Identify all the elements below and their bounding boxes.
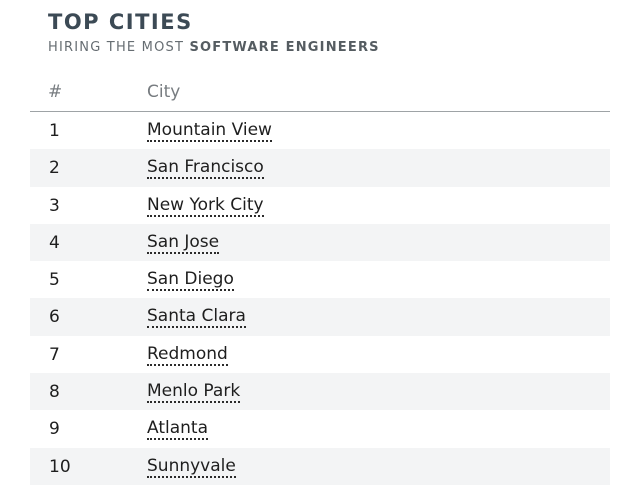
table-row: 10 Sunnyvale	[30, 447, 610, 485]
table-row: 4 San Jose	[30, 223, 610, 262]
city-link[interactable]: Mountain View	[147, 120, 272, 142]
table-row: 1 Mountain View	[30, 112, 610, 149]
table-row: 8 Menlo Park	[30, 373, 610, 411]
city-link[interactable]: Redmond	[147, 343, 228, 366]
subtitle-prefix: HIRING THE MOST	[48, 40, 190, 55]
table-row: 5 San Diego	[30, 261, 610, 298]
rank-cell: 7	[49, 344, 60, 365]
city-link[interactable]: Santa Clara	[147, 306, 246, 329]
table-row: 9 Atlanta	[30, 410, 610, 447]
rank-cell: 2	[49, 158, 60, 179]
table-row: 6 Santa Clara	[30, 298, 610, 336]
city-link[interactable]: Menlo Park	[147, 381, 241, 404]
city-link[interactable]: Sunnyvale	[147, 455, 236, 478]
rank-cell: 6	[49, 307, 60, 328]
subtitle-emphasis: SOFTWARE ENGINEERS	[189, 40, 380, 55]
page-subtitle: HIRING THE MOST SOFTWARE ENGINEERS	[48, 39, 380, 57]
rank-cell: 5	[49, 270, 60, 291]
page-title: TOP CITIES	[48, 10, 193, 34]
city-link[interactable]: San Francisco	[147, 157, 264, 180]
rank-cell: 8	[49, 382, 60, 403]
rank-cell: 1	[49, 121, 60, 141]
top-cities-table: # City 1 Mountain View 2 San Francisco 3…	[30, 74, 610, 485]
table-header-row: # City	[30, 74, 610, 112]
rank-cell: 3	[49, 195, 60, 216]
table-row: 2 San Francisco	[30, 149, 610, 187]
column-header-rank: #	[48, 82, 63, 102]
rank-cell: 4	[49, 232, 60, 253]
column-header-city: City	[147, 82, 181, 102]
table-row: 7 Redmond	[30, 336, 610, 373]
city-link[interactable]: New York City	[147, 194, 264, 217]
city-link[interactable]: San Diego	[147, 269, 234, 292]
rank-cell: 9	[49, 419, 60, 440]
city-link[interactable]: Atlanta	[147, 418, 208, 441]
city-link[interactable]: San Jose	[147, 231, 220, 254]
rank-cell: 10	[49, 456, 71, 477]
page-header: TOP CITIES HIRING THE MOST SOFTWARE ENGI…	[48, 8, 380, 57]
table-row: 3 New York City	[30, 187, 610, 224]
